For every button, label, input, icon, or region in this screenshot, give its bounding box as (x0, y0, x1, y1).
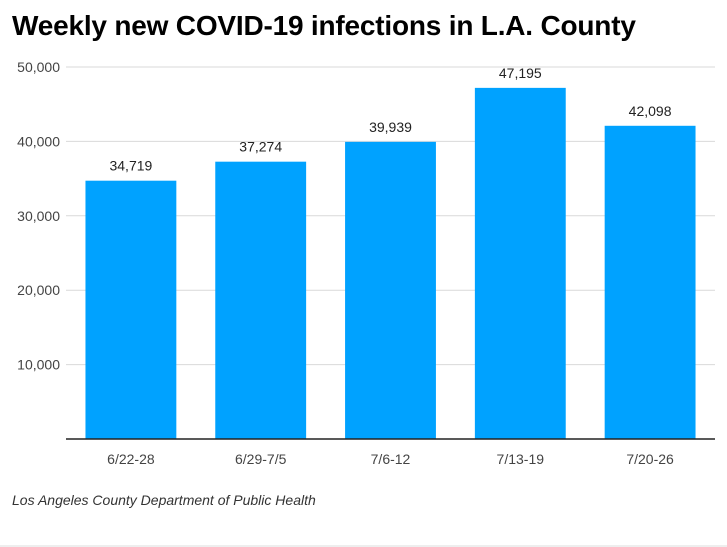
bar (604, 125, 696, 439)
bar (85, 180, 177, 439)
x-tick-label: 7/13-19 (497, 451, 545, 467)
data-label: 39,939 (369, 119, 412, 135)
bars (85, 87, 696, 440)
data-label: 42,098 (629, 103, 672, 119)
chart-title: Weekly new COVID-19 infections in L.A. C… (12, 10, 636, 41)
x-tick-label: 6/29-7/5 (235, 451, 287, 467)
data-label: 37,274 (239, 139, 282, 155)
x-tick-label: 6/22-28 (107, 451, 155, 467)
y-tick-label: 30,000 (17, 208, 60, 224)
data-labels: 34,719 37,274 39,939 47,195 42,098 (109, 65, 671, 174)
y-axis-ticks: 10,000 20,000 30,000 40,000 50,000 (17, 59, 60, 373)
data-label: 47,195 (499, 65, 542, 81)
bar (474, 87, 566, 439)
y-tick-label: 10,000 (17, 357, 60, 373)
bottom-divider (0, 545, 727, 547)
bar (345, 141, 436, 440)
bar (215, 161, 307, 439)
y-tick-label: 50,000 (17, 59, 60, 75)
y-tick-label: 40,000 (17, 133, 60, 149)
source-note: Los Angeles County Department of Public … (12, 492, 316, 508)
y-tick-label: 20,000 (17, 282, 60, 298)
x-tick-label: 7/6-12 (371, 451, 411, 467)
x-tick-label: 7/20-26 (626, 451, 674, 467)
x-axis-ticks: 6/22-28 6/29-7/5 7/6-12 7/13-19 7/20-26 (107, 451, 674, 467)
data-label: 34,719 (109, 158, 152, 174)
